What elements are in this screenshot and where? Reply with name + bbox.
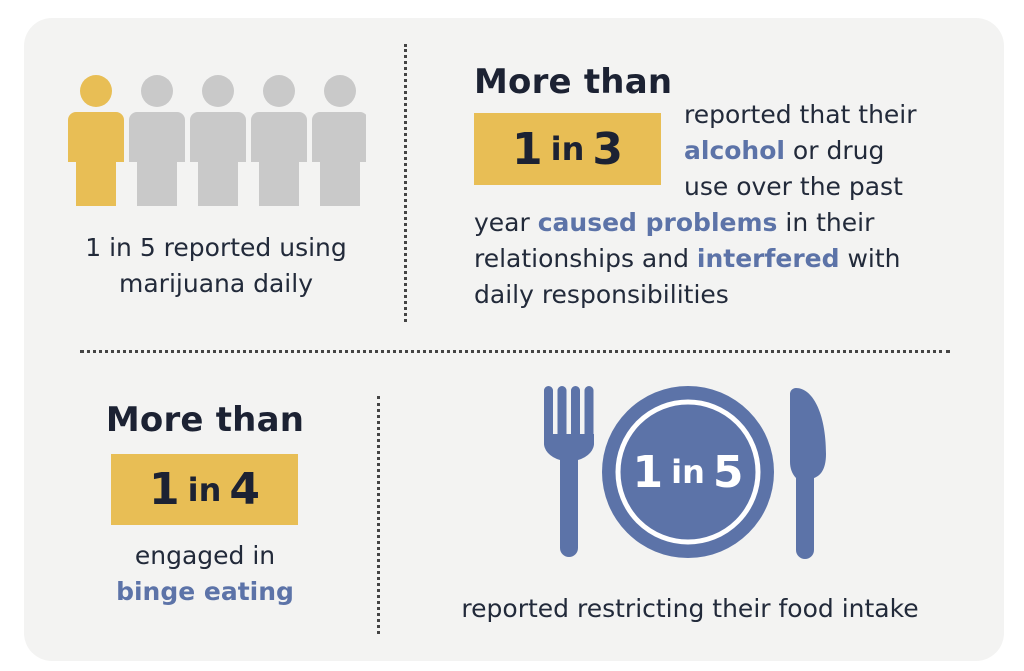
alcohol-intheir: in their — [777, 208, 875, 237]
binge-highlight: binge eating — [116, 577, 294, 606]
alcohol-text-top: reported that their alcohol or drug use … — [684, 97, 984, 205]
divider-vertical-bottom — [377, 396, 380, 634]
alcohol-with: with — [839, 244, 901, 273]
alcohol-highlight: alcohol — [684, 136, 785, 165]
fork-icon — [544, 386, 594, 557]
alcohol-line-3: use over the past — [684, 172, 903, 201]
alcohol-text-bottom: year caused problems in their relationsh… — [474, 205, 984, 313]
alcohol-line-1: reported that their — [684, 100, 917, 129]
binge-ratio-in: in — [187, 470, 222, 509]
plate-ratio-in: in — [671, 453, 705, 491]
alcohol-ratio-den: 3 — [592, 123, 623, 175]
person-icon — [312, 75, 366, 206]
marijuana-line-1: 1 in 5 reported using — [85, 233, 347, 262]
marijuana-stat: 1 in 5 reported using marijuana daily — [66, 230, 366, 302]
divider-horizontal — [80, 350, 950, 353]
binge-ratio-den: 4 — [229, 464, 260, 515]
divider-vertical-top — [404, 44, 407, 322]
plate-ratio: 1 in 5 — [600, 384, 776, 560]
alcohol-ratio-badge: 1 in 3 — [474, 113, 661, 185]
binge-stat: engaged in binge eating — [90, 538, 320, 610]
plate-icon — [602, 386, 774, 558]
person-icon — [68, 75, 124, 206]
knife-icon — [790, 388, 826, 559]
people-graphic — [68, 75, 366, 206]
plate-ratio-num: 1 — [632, 446, 664, 498]
marijuana-line-2: marijuana daily — [119, 269, 313, 298]
alcohol-line-4: year caused problems in their — [474, 205, 984, 241]
person-icon — [251, 75, 307, 206]
caused-problems-highlight: caused problems — [537, 208, 778, 237]
alcohol-line-2: alcohol or drug — [684, 133, 984, 169]
food-caption: reported restricting their food intake — [461, 594, 919, 623]
alcohol-rel: relationships and — [474, 244, 697, 273]
plate-ratio-den: 5 — [712, 446, 744, 498]
binge-ratio-num: 1 — [149, 464, 180, 515]
alcohol-ratio-num: 1 — [512, 123, 543, 175]
alcohol-ratio-in: in — [550, 130, 585, 168]
alcohol-heading: More than — [474, 62, 673, 102]
alcohol-line-5: relationships and interfered with — [474, 241, 984, 277]
binge-line-1: engaged in — [134, 541, 276, 570]
alcohol-ordrug: or drug — [784, 136, 885, 165]
binge-ratio-badge: 1 in 4 — [111, 454, 298, 525]
person-icon — [129, 75, 185, 206]
binge-heading: More than — [105, 400, 305, 440]
interfered-highlight: interfered — [696, 244, 840, 273]
alcohol-line-6: daily responsibilities — [474, 280, 729, 309]
alcohol-year: year — [474, 208, 538, 237]
person-icon — [190, 75, 246, 206]
